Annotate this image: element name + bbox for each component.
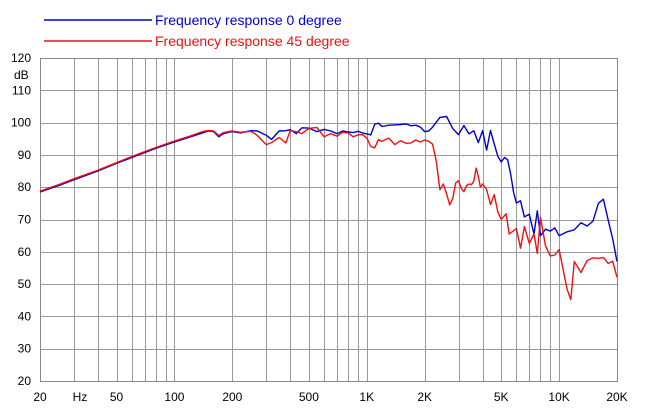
y-unit-label: dB xyxy=(14,68,29,82)
legend: Frequency response 0 degree Frequency re… xyxy=(44,12,350,49)
x-tick-label: 200 xyxy=(222,390,242,404)
y-tick-labels: 20 30 40 50 60 70 80 90 100 110 120 xyxy=(11,51,31,388)
y-tick-label: 20 xyxy=(18,374,32,388)
x-tick-label: 20 xyxy=(33,390,47,404)
series-line-45-degree xyxy=(39,126,618,301)
x-tick-label: 20K xyxy=(606,390,627,404)
y-tick-label: 50 xyxy=(18,277,32,291)
x-tick-label: 2K xyxy=(417,390,432,404)
x-tick-label: 1K xyxy=(359,390,374,404)
legend-label-0-degree: Frequency response 0 degree xyxy=(155,12,342,28)
y-tick-label: 120 xyxy=(11,51,31,65)
y-tick-label: 70 xyxy=(18,213,32,227)
x-tick-label: 5K xyxy=(494,390,509,404)
y-tick-label: 110 xyxy=(12,83,31,97)
x-tick-label: 50 xyxy=(110,390,124,404)
series-lines xyxy=(39,115,618,301)
plot-frame xyxy=(40,58,618,382)
legend-label-45-degree: Frequency response 45 degree xyxy=(155,33,350,49)
x-tick-label: 100 xyxy=(164,390,184,404)
y-tick-label: 60 xyxy=(18,245,32,259)
y-tick-label: 80 xyxy=(18,180,32,194)
y-tick-label: 30 xyxy=(18,342,32,356)
y-tick-label: 100 xyxy=(11,116,31,130)
x-unit-label: Hz xyxy=(73,390,88,404)
x-tick-label: 500 xyxy=(299,390,319,404)
y-tick-label: 40 xyxy=(18,309,32,323)
x-tick-labels: 20 50 100 200 500 1K 2K 5K 10K 20K xyxy=(33,390,627,404)
grid-lines xyxy=(40,58,617,381)
x-tick-label: 10K xyxy=(548,390,569,404)
y-tick-label: 90 xyxy=(18,148,32,162)
